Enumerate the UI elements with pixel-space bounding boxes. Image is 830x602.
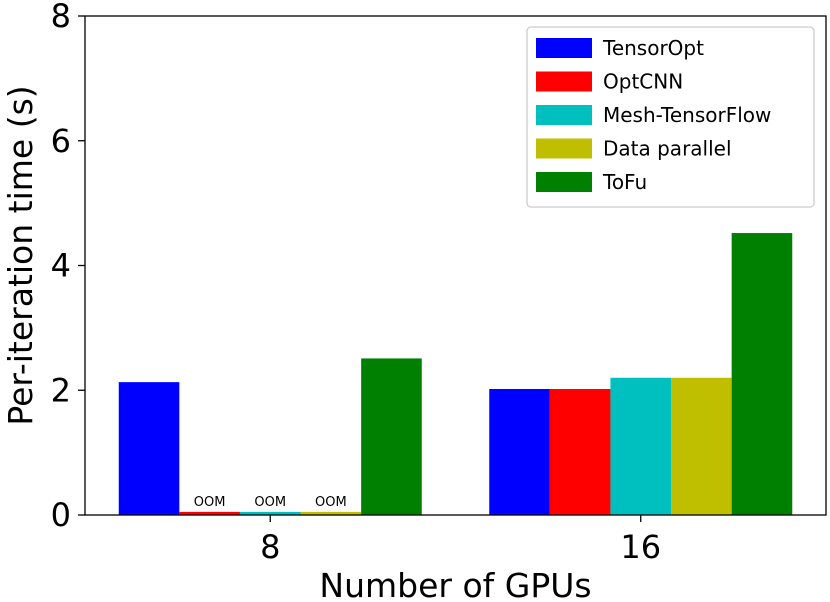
y-tick-label-3: 6 [51,122,71,160]
bar-mesh-tensorflow-16 [610,377,672,515]
legend-swatch-data-parallel [536,138,592,159]
oom-label-data-parallel-8: OOM [315,495,347,510]
legend-label-data-parallel: Data parallel [603,137,732,161]
legend-label-mesh-tensorflow: Mesh-TensorFlow [603,103,771,127]
legend-swatch-optcnn [536,71,592,92]
bar-tofu-16 [731,233,793,515]
legend-swatch-tofu [536,172,592,192]
bar-optcnn-8 [179,511,240,515]
legend-swatch-tensoropt [536,38,592,58]
legend-label-tensoropt: TensorOpt [602,36,704,60]
legend: TensorOpt OptCNN Mesh-TensorFlow Data paral… [526,26,815,208]
y-tick-label-0: 0 [51,496,71,534]
bar-tensoropt-16 [489,389,550,515]
bar-data-parallel-8 [300,511,362,515]
y-tick-label-1: 2 [51,371,71,409]
bar-data-parallel-16 [671,377,732,515]
legend-swatch-mesh-tensorflow [536,105,592,125]
x-axis: 8 16 [260,515,661,566]
bar-tensoropt-8 [118,382,180,515]
legend-box [526,26,815,208]
bar-mesh-tensorflow-8 [239,511,301,515]
bars-group [118,233,793,515]
x-axis-title: Number of GPUs [319,566,591,602]
oom-label-mesh-tensorflow-8: OOM [254,495,286,510]
oom-label-optcnn-8: OOM [194,495,226,510]
y-axis: 0 2 4 6 8 [51,0,85,534]
x-tick-label-16: 16 [620,528,661,566]
y-axis-title: Per-iteration time (s) [1,85,40,425]
y-tick-label-2: 4 [51,247,71,285]
legend-label-optcnn: OptCNN [603,70,683,94]
oom-labels-group: OOM OOM OOM [194,495,347,510]
y-tick-label-4: 8 [51,0,71,35]
x-tick-label-8: 8 [260,528,280,566]
legend-label-tofu: ToFu [602,170,647,194]
bar-tofu-8 [361,358,422,515]
bar-optcnn-16 [549,389,611,515]
